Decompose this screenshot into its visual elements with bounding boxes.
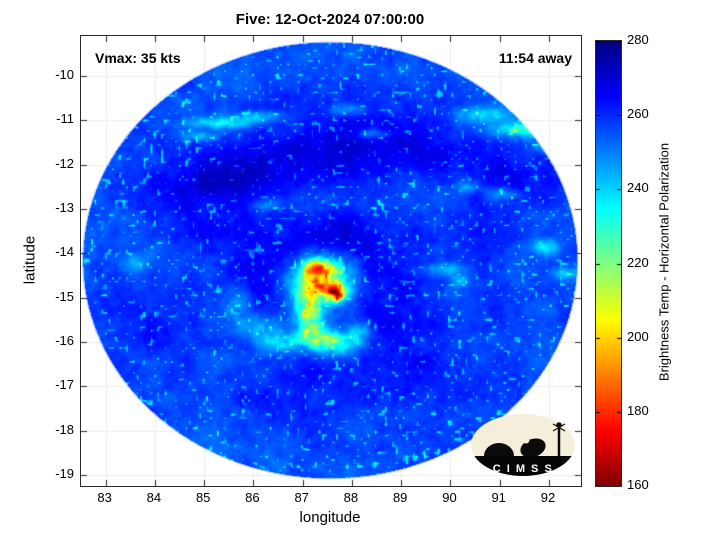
y-tick-label: -17	[55, 377, 74, 393]
colorbar-tick-label: 180	[627, 402, 649, 418]
plot-title: Five: 12-Oct-2024 07:00:00	[235, 11, 425, 28]
satellite-brightness-temp-image	[81, 36, 581, 486]
y-tick-label: -12	[55, 155, 74, 171]
plot-area: Vmax: 35 kts 11:54 away C I M S S	[80, 35, 582, 487]
x-tick-label: 88	[343, 490, 359, 505]
vmax-annotation: Vmax: 35 kts	[95, 50, 181, 66]
y-tick-label: -16	[55, 332, 74, 348]
colorbar-tick-label: 220	[627, 254, 649, 270]
y-axis-tick-labels: -10 -11 -12 -13 -14 -15 -16 -17 -18 -19	[28, 35, 74, 485]
y-tick-label: -11	[56, 111, 74, 127]
x-tick-label: 91	[491, 490, 506, 505]
colorbar-tick-label: 240	[627, 180, 649, 196]
y-tick-label: -13	[55, 199, 74, 215]
y-tick-label: -19	[55, 465, 74, 481]
x-axis-tick-labels: 83 84 85 86 87 88 89 90 91 92	[80, 490, 580, 506]
x-tick-label: 89	[392, 490, 408, 505]
colorbar-tick-labels: 280 260 240 220 200 180 160	[627, 32, 663, 492]
logo-band	[471, 456, 575, 476]
y-tick-label: -10	[55, 66, 74, 82]
colorbar-tick-label: 280	[627, 32, 649, 47]
colorbar-tick-label: 200	[627, 328, 649, 344]
cimss-logo: C I M S S	[471, 414, 575, 476]
x-tick-label: 90	[442, 490, 457, 505]
x-tick-label: 86	[245, 490, 260, 505]
x-tick-label: 87	[294, 490, 309, 505]
y-tick-label: -15	[55, 288, 74, 304]
colorbar-tick-label: 160	[627, 477, 649, 492]
x-tick-label: 84	[146, 490, 162, 505]
observatory-dome-icon	[484, 443, 514, 456]
y-tick-label: -18	[55, 421, 74, 437]
x-tick-label: 83	[97, 490, 112, 505]
logo-text: C I M S S	[493, 463, 554, 475]
dish-feed-icon	[522, 436, 530, 444]
time-offset-annotation: 11:54 away	[498, 50, 572, 66]
colorbar-gradient	[596, 41, 621, 486]
colorbar	[595, 40, 622, 487]
x-tick-label: 85	[195, 490, 211, 505]
colorbar-label: Brightness Temp - Horizontal Polarizatio…	[656, 142, 672, 382]
colorbar-tick-label: 260	[627, 106, 649, 122]
y-tick-label: -14	[55, 244, 74, 260]
x-axis-label: longitude	[299, 509, 361, 526]
x-tick-label: 92	[540, 490, 556, 505]
antenna-tower-icon	[552, 422, 566, 457]
